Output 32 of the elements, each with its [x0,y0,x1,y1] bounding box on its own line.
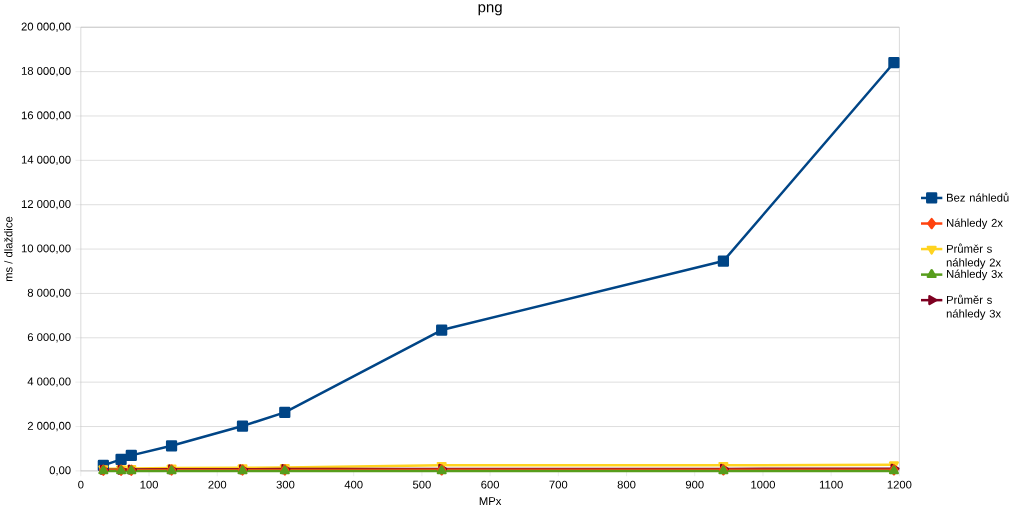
x-tick-label: 1100 [819,480,843,489]
y-axis-title: ms / dlaždice [4,216,13,282]
y-tick-label: 4 000,00 [27,377,71,387]
x-tick-label: 800 [617,480,636,489]
x-tick-label: 0 [78,480,84,489]
x-tick-label: 600 [481,480,500,489]
y-tick-label: 16 000,00 [21,111,71,121]
chart-title: png [478,4,502,16]
x-tick-label: 1000 [751,480,776,489]
y-tick-label: 20 000,00 [21,22,71,32]
y-tick-label: 6 000,00 [27,333,71,343]
x-tick-label: 200 [208,480,227,489]
x-tick-label: 700 [549,480,568,489]
x-tick-label: 100 [140,480,158,489]
legend-label: Náhledy 3x [947,269,1003,281]
y-tick-label: 2 000,00 [27,421,71,432]
y-tick-label: 10 000,00 [21,244,71,254]
y-tick-label: 8 000,00 [27,288,71,299]
y-tick-label: 12 000,00 [21,200,71,210]
x-tick-label: 900 [685,480,704,489]
y-tick-label: 0,00 [49,466,71,476]
x-tick-label: 1200 [887,480,912,489]
y-tick-label: 14 000,00 [21,155,71,165]
legend-label: Bez náhledů [947,192,1009,202]
legend-label: Průměr s náhledy 2x [946,243,1001,269]
x-tick-label: 300 [276,480,295,489]
y-tick-label: 18 000,00 [21,66,71,77]
x-axis-title: MPx [479,497,502,505]
legend-label: Náhledy 2x [947,218,1003,230]
x-tick-label: 500 [412,480,431,489]
legend-label: Průměr s náhledy 3x [946,294,1001,320]
x-tick-label: 400 [344,480,363,489]
